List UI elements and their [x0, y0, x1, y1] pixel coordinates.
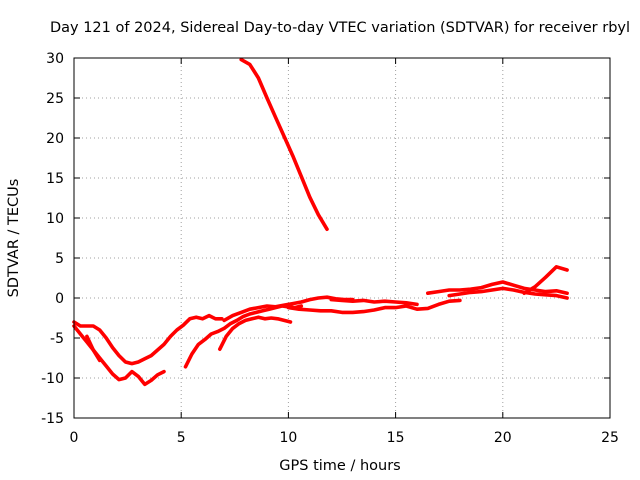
y-tick-label: 30 — [46, 51, 64, 67]
x-tick-label: 20 — [494, 430, 512, 446]
y-tick-label: 15 — [46, 171, 64, 187]
series-line-satellite-track-10 — [425, 280, 569, 296]
plot-frame — [73, 57, 611, 419]
y-tick-label: 0 — [55, 291, 64, 307]
series-line-satellite-track-2 — [72, 313, 224, 366]
series-line-satellite-track-12 — [522, 264, 569, 296]
series-line-satellite-track-9 — [329, 297, 419, 307]
x-tick-label: 10 — [279, 430, 297, 446]
y-tick-label: -5 — [50, 331, 64, 347]
x-axis-title: GPS time / hours — [279, 458, 400, 474]
y-tick-label: -15 — [41, 411, 64, 427]
series-line-satellite-track-5 — [218, 315, 293, 352]
series-line-satellite-track-8 — [286, 298, 462, 315]
grid-lines — [74, 58, 610, 418]
series-line-satellite-track-11 — [447, 286, 569, 300]
y-tick-label: -10 — [41, 371, 64, 387]
y-tick-label: 5 — [55, 251, 64, 267]
series-line-satellite-track-4 — [183, 304, 304, 369]
x-tick-label: 25 — [601, 430, 619, 446]
x-tick-label: 15 — [387, 430, 405, 446]
series-line-satellite-track-3 — [85, 334, 102, 363]
x-tick-label: 5 — [177, 430, 186, 446]
y-tick-label: 25 — [46, 91, 64, 107]
series-line-satellite-track-7 — [239, 57, 329, 231]
x-tick-label: 0 — [70, 430, 79, 446]
data-series-group — [72, 57, 569, 387]
axes: 0 5 10 15 20 25 -15 -10 -5 0 5 10 15 20 25 30 — [41, 51, 619, 446]
y-tick-label: 20 — [46, 131, 64, 147]
chart-title: Day 121 of 2024, Sidereal Day-to-day VTE… — [50, 20, 630, 36]
y-axis-title: SDTVAR / TECUs — [6, 179, 22, 298]
y-tick-label: 10 — [46, 211, 64, 227]
